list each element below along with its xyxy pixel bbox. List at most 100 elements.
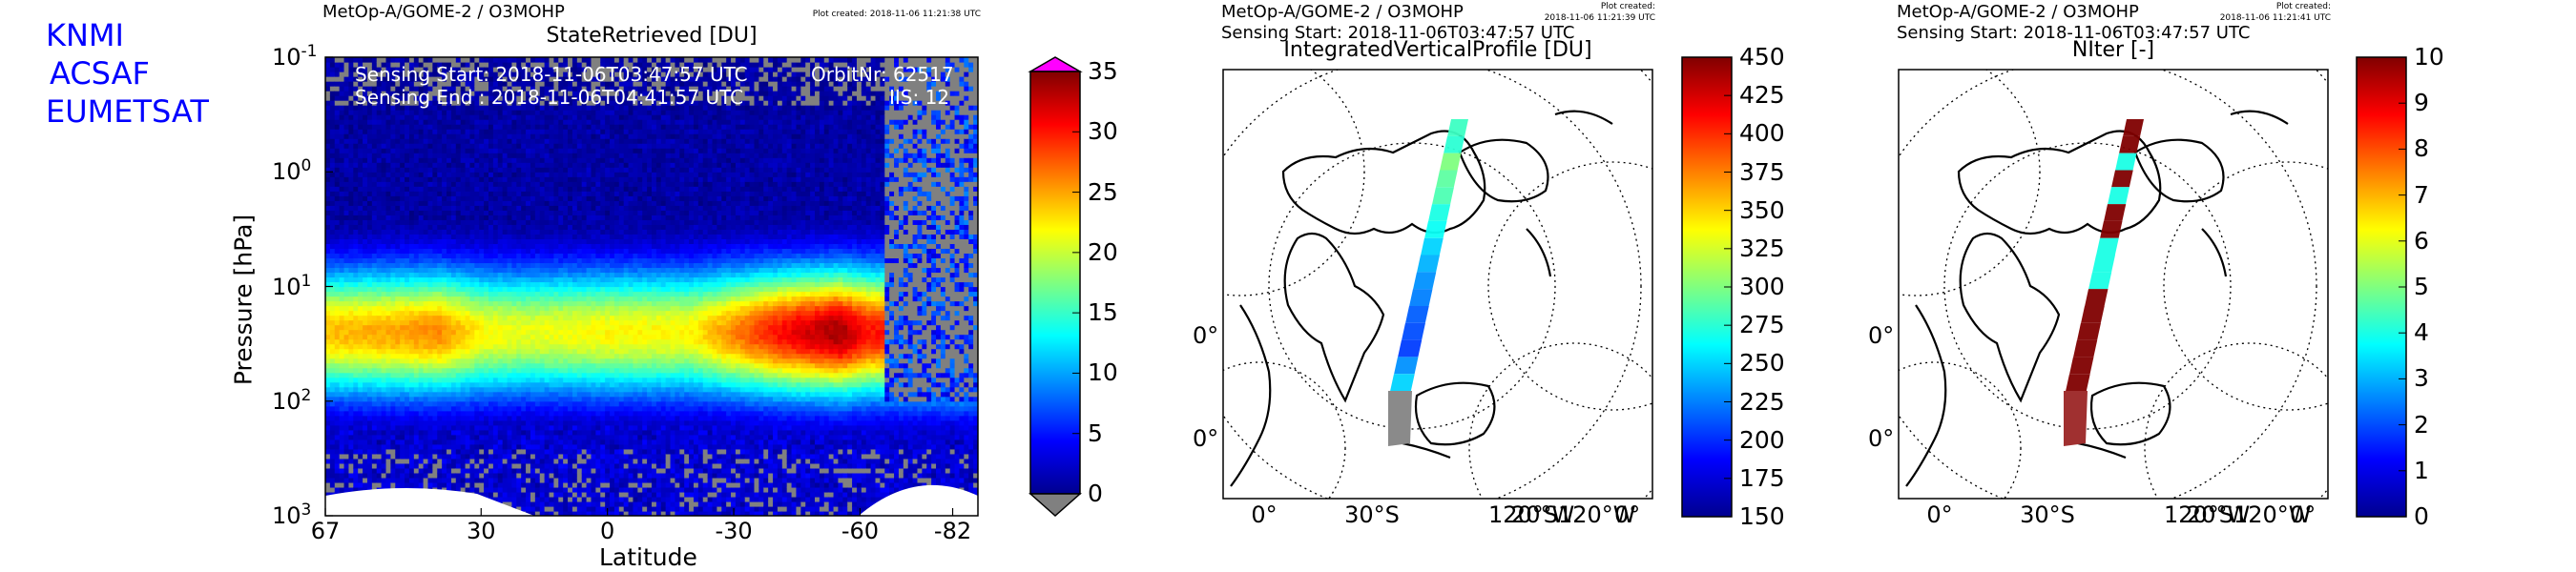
heatmap-cell (363, 129, 367, 134)
heatmap-cell (427, 430, 432, 436)
heatmap-cell (474, 292, 479, 297)
heatmap-cell (484, 373, 488, 378)
heatmap-cell (563, 238, 568, 244)
heatmap-cell (563, 373, 568, 378)
heatmap-cell (466, 482, 470, 488)
heatmap-cell (558, 238, 563, 244)
heatmap-cell (340, 105, 344, 111)
heatmap-cell (395, 234, 400, 239)
heatmap-cell (442, 497, 447, 502)
heatmap-cell (424, 153, 428, 158)
heatmap-cell (516, 368, 521, 374)
heatmap-cell (545, 287, 550, 293)
heatmap-cell (535, 186, 540, 192)
heatmap-cell (508, 153, 512, 158)
heatmap-cell (521, 157, 526, 163)
heatmap-cell (461, 133, 466, 139)
heatmap-cell (484, 224, 488, 230)
heatmap-cell (377, 301, 382, 307)
heatmap-cell (353, 487, 358, 493)
heatmap-cell (377, 143, 382, 149)
heatmap-cell (419, 114, 424, 120)
heatmap-cell (395, 301, 400, 307)
heatmap-cell (330, 420, 335, 426)
heatmap-cell (363, 292, 367, 297)
heatmap-cell (558, 276, 563, 282)
heatmap-cell (526, 301, 530, 307)
heatmap-cell (372, 301, 377, 307)
heatmap-cell (516, 172, 521, 177)
heatmap-cell (451, 316, 456, 321)
heatmap-cell (325, 62, 330, 68)
heatmap-cell (348, 205, 353, 211)
heatmap-cell (479, 478, 484, 483)
heatmap-cell (348, 487, 353, 493)
heatmap-cell (451, 153, 456, 158)
heatmap-cell (382, 406, 386, 412)
heatmap-cell (469, 420, 474, 426)
heatmap-cell (325, 238, 330, 244)
heatmap-cell (511, 449, 516, 455)
heatmap-cell (516, 430, 521, 436)
heatmap-cell (540, 124, 545, 130)
heatmap-cell (535, 238, 540, 244)
heatmap-cell (553, 425, 558, 431)
heatmap-cell (348, 459, 353, 464)
heatmap-cell (405, 133, 409, 139)
heatmap-cell (545, 330, 550, 336)
heatmap-cell (386, 133, 391, 139)
heatmap-cell (340, 335, 344, 340)
heatmap-cell (377, 296, 382, 302)
heatmap-cell (409, 114, 414, 120)
heatmap-cell (390, 387, 395, 393)
heatmap-cell (530, 320, 535, 326)
heatmap-cell (325, 186, 330, 192)
heatmap-cell (335, 114, 340, 120)
heatmap-cell (456, 119, 461, 125)
heatmap-cell (395, 186, 400, 192)
heatmap-cell (503, 243, 508, 249)
heatmap-cell (424, 114, 428, 120)
heatmap-cell (382, 172, 386, 177)
heatmap-cell (437, 186, 442, 192)
heatmap-cell (498, 262, 503, 268)
heatmap-cell (474, 335, 479, 340)
heatmap-cell (461, 119, 466, 125)
heatmap-cell (484, 468, 488, 474)
heatmap-cell (545, 186, 550, 192)
heatmap-cell (419, 339, 424, 345)
heatmap-cell (353, 267, 358, 273)
heatmap-cell (545, 344, 550, 350)
heatmap-cell (503, 506, 508, 512)
heatmap-cell (348, 267, 353, 273)
heatmap-cell (493, 172, 498, 177)
heatmap-cell (498, 363, 503, 369)
heatmap-cell (372, 344, 377, 350)
heatmap-cell (493, 248, 498, 254)
heatmap-cell (405, 181, 409, 187)
heatmap-cell (511, 272, 516, 277)
heatmap-cell (367, 114, 372, 120)
heatmap-cell (437, 397, 442, 402)
heatmap-cell (377, 363, 382, 369)
heatmap-cell (419, 473, 424, 479)
heatmap-cell (526, 363, 530, 369)
heatmap-cell (484, 339, 488, 345)
heatmap-cell (348, 253, 353, 258)
heatmap-cell (348, 301, 353, 307)
heatmap-cell (330, 148, 335, 153)
heatmap-cell (363, 311, 367, 317)
heatmap-cell (451, 387, 456, 393)
heatmap-cell (358, 253, 363, 258)
heatmap-cell (545, 301, 550, 307)
heatmap-cell (372, 473, 377, 479)
heatmap-cell (400, 272, 405, 277)
heatmap-cell (451, 262, 456, 268)
heatmap-cell (372, 358, 377, 364)
heatmap-cell (451, 435, 456, 440)
heatmap-cell (442, 401, 447, 407)
heatmap-cell (348, 311, 353, 317)
heatmap-cell (348, 81, 353, 87)
heatmap-cell (511, 267, 516, 273)
heatmap-cell (479, 320, 484, 326)
